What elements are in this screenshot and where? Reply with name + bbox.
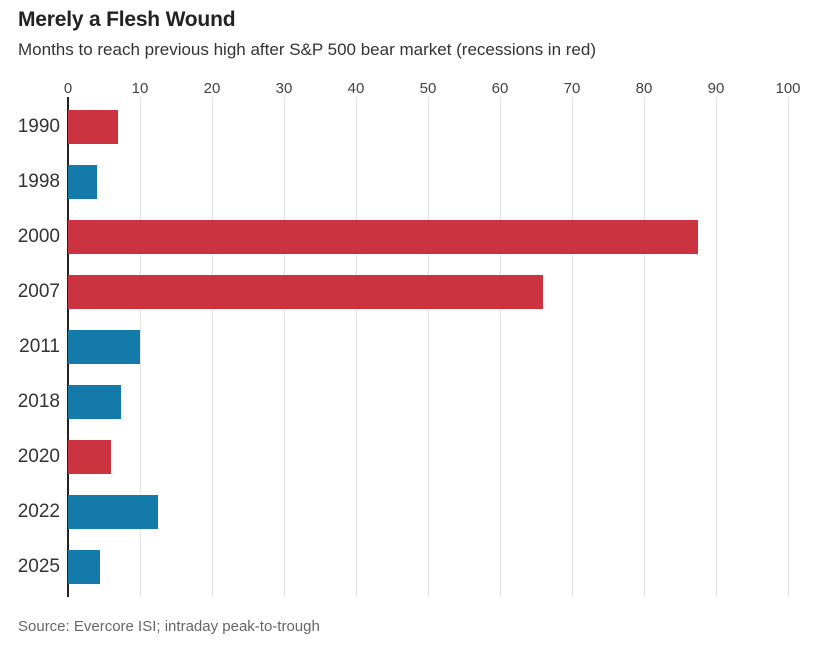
year-label-2020: 2020 bbox=[17, 446, 60, 467]
bar-2022 bbox=[68, 495, 158, 529]
bar-2000 bbox=[68, 220, 698, 254]
year-label-2022: 2022 bbox=[17, 501, 60, 522]
x-tick-label-10: 10 bbox=[131, 80, 149, 97]
gridline-100 bbox=[788, 97, 789, 597]
bar-2007 bbox=[68, 275, 544, 309]
gridline-70 bbox=[572, 97, 573, 597]
bar-chart: 0 10 20 30 40 50 60 70 80 90 100 1990 1998 2000 2007 20… bbox=[0, 78, 813, 600]
gridline-90 bbox=[716, 97, 717, 597]
bar-2020 bbox=[68, 440, 112, 474]
x-tick-label-100: 100 bbox=[775, 80, 801, 97]
bar-2018 bbox=[68, 385, 121, 419]
bar-1990 bbox=[68, 110, 119, 144]
source-note: Source: Evercore ISI; intraday peak-to-t… bbox=[18, 618, 320, 635]
year-label-2011: 2011 bbox=[19, 336, 60, 357]
x-tick-label-70: 70 bbox=[563, 80, 581, 97]
x-tick-label-90: 90 bbox=[707, 80, 725, 97]
x-tick-label-80: 80 bbox=[635, 80, 653, 97]
year-label-1990: 1990 bbox=[17, 116, 60, 137]
gridline-50 bbox=[428, 97, 429, 597]
chart-subtitle: Months to reach previous high after S&P … bbox=[18, 40, 596, 59]
gridline-10 bbox=[140, 97, 141, 597]
x-tick-label-40: 40 bbox=[347, 80, 365, 97]
year-label-2000: 2000 bbox=[17, 226, 60, 247]
year-label-2007: 2007 bbox=[17, 281, 60, 302]
x-tick-label-20: 20 bbox=[203, 80, 221, 97]
gridline-80 bbox=[644, 97, 645, 597]
gridline-60 bbox=[500, 97, 501, 597]
x-tick-label-50: 50 bbox=[419, 80, 437, 97]
bar-2011 bbox=[68, 330, 140, 364]
year-label-2018: 2018 bbox=[17, 391, 60, 412]
gridline-30 bbox=[284, 97, 285, 597]
year-label-1998: 1998 bbox=[17, 171, 60, 192]
gridline-20 bbox=[212, 97, 213, 597]
x-tick-label-60: 60 bbox=[491, 80, 509, 97]
x-tick-label-30: 30 bbox=[275, 80, 293, 97]
year-label-2025: 2025 bbox=[17, 556, 60, 577]
bar-2025 bbox=[68, 550, 100, 584]
gridline-40 bbox=[356, 97, 357, 597]
chart-title: Merely a Flesh Wound bbox=[18, 8, 236, 31]
x-tick-label-0: 0 bbox=[63, 80, 73, 97]
bar-1998 bbox=[68, 165, 97, 199]
